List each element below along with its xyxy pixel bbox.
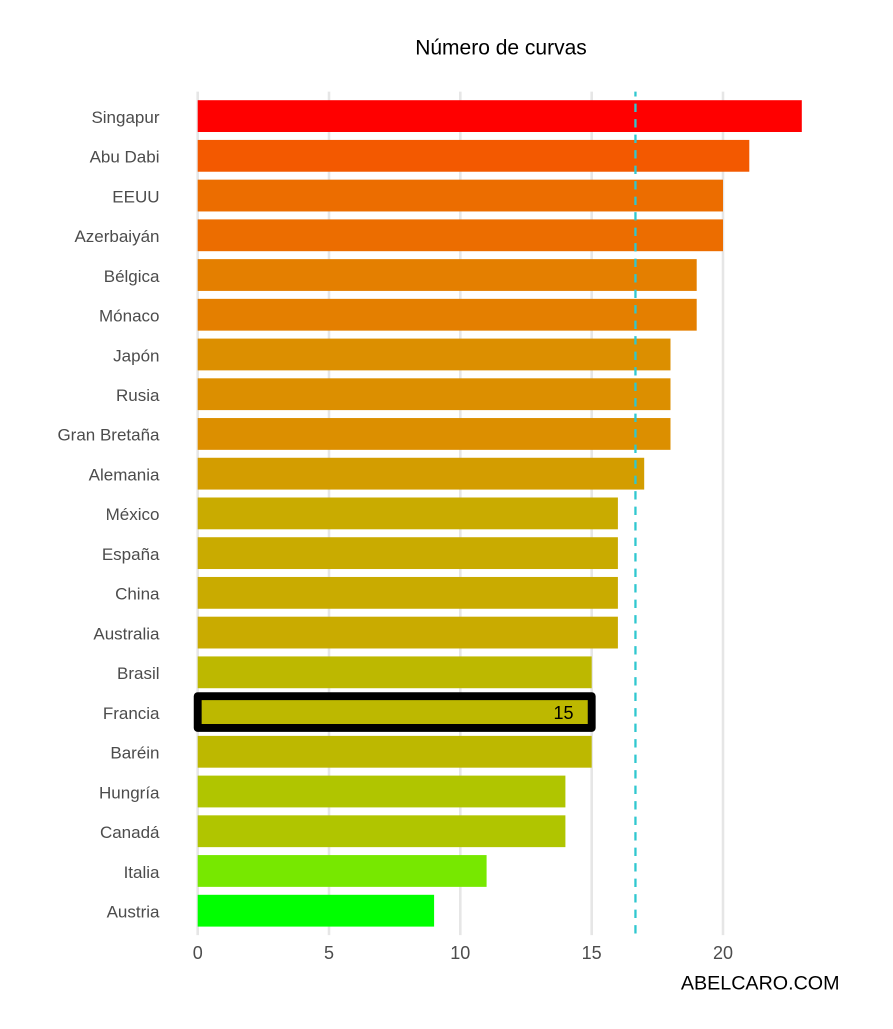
svg-text:15: 15	[582, 943, 602, 963]
svg-text:Baréin: Baréin	[110, 744, 159, 763]
svg-text:Australia: Australia	[93, 624, 160, 643]
svg-text:Italia: Italia	[124, 863, 160, 882]
svg-text:Austria: Austria	[107, 903, 160, 922]
svg-text:20: 20	[713, 943, 733, 963]
svg-text:Hungría: Hungría	[99, 783, 160, 802]
svg-text:ABELCARO.COM: ABELCARO.COM	[681, 973, 840, 995]
svg-text:Número de curvas: Número de curvas	[415, 37, 587, 60]
svg-text:Japón: Japón	[113, 346, 159, 365]
svg-text:5: 5	[324, 943, 334, 963]
svg-text:Brasil: Brasil	[117, 664, 160, 683]
svg-text:Azerbaiyán: Azerbaiyán	[74, 227, 159, 246]
svg-text:Rusia: Rusia	[116, 386, 160, 405]
svg-text:15: 15	[553, 703, 573, 723]
svg-text:0: 0	[193, 943, 203, 963]
svg-text:Gran Bretaña: Gran Bretaña	[57, 426, 160, 445]
svg-text:10: 10	[450, 943, 470, 963]
svg-text:Francia: Francia	[103, 704, 160, 723]
svg-text:China: China	[115, 585, 160, 604]
svg-text:Bélgica: Bélgica	[104, 267, 160, 286]
svg-text:España: España	[102, 545, 160, 564]
svg-text:Mónaco: Mónaco	[99, 307, 159, 326]
svg-text:México: México	[106, 505, 160, 524]
svg-text:Alemania: Alemania	[89, 465, 160, 484]
svg-text:Abu Dabi: Abu Dabi	[90, 148, 160, 167]
svg-text:EEUU: EEUU	[112, 187, 159, 206]
svg-text:Canadá: Canadá	[100, 823, 160, 842]
svg-text:Singapur: Singapur	[91, 108, 159, 127]
